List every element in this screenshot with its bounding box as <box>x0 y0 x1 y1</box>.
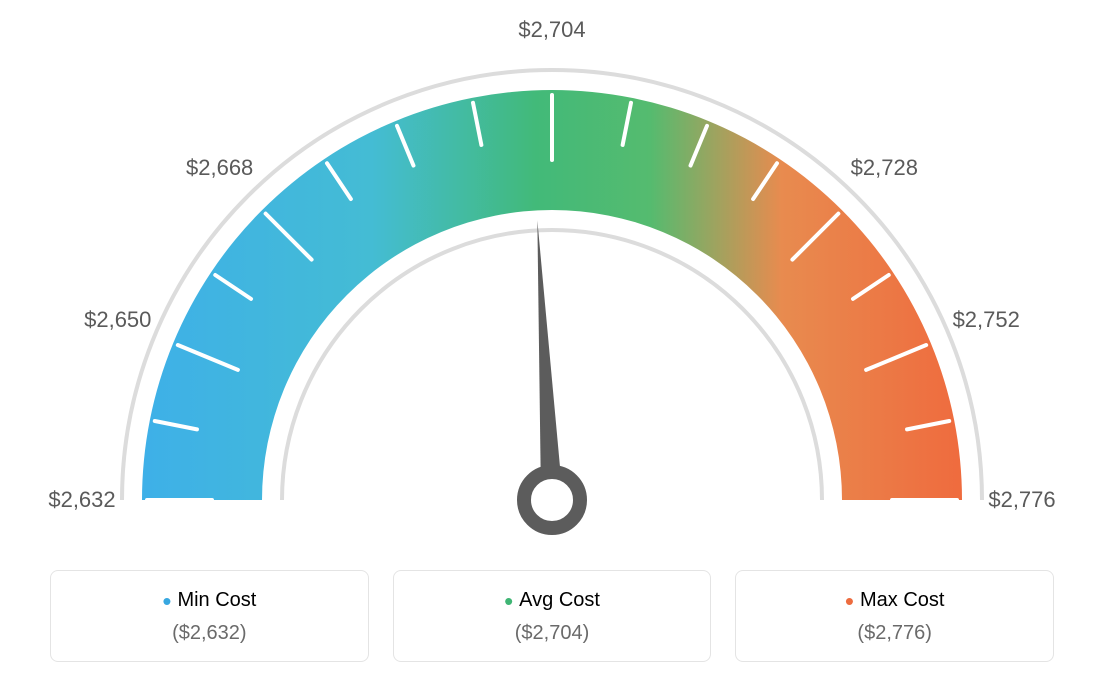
gauge-hub <box>524 472 580 528</box>
gauge-tick-label: $2,704 <box>518 17 585 43</box>
avg-cost-label: Avg Cost <box>519 589 600 611</box>
min-cost-label: Min Cost <box>177 589 256 611</box>
gauge-tick-label: $2,632 <box>48 487 115 513</box>
avg-cost-card: •Avg Cost ($2,704) <box>393 570 712 662</box>
gauge-tick-label: $2,650 <box>84 307 151 333</box>
max-cost-card: •Max Cost ($2,776) <box>735 570 1054 662</box>
avg-cost-value: ($2,704) <box>404 622 701 645</box>
min-cost-card: •Min Cost ($2,632) <box>50 570 369 662</box>
gauge-tick-label: $2,776 <box>988 487 1055 513</box>
min-cost-title: •Min Cost <box>61 589 358 612</box>
gauge-svg <box>22 20 1082 560</box>
min-cost-value: ($2,632) <box>61 622 358 645</box>
cost-gauge-chart: $2,632 $2,650 $2,668 $2,704 $2,728 $2,752 $2,7… <box>22 20 1082 560</box>
bullet-icon: • <box>845 586 854 616</box>
max-cost-label: Max Cost <box>860 589 944 611</box>
bullet-icon: • <box>162 586 171 616</box>
avg-cost-title: •Avg Cost <box>404 589 701 612</box>
gauge-needle <box>537 220 563 500</box>
max-cost-title: •Max Cost <box>746 589 1043 612</box>
bullet-icon: • <box>504 586 513 616</box>
gauge-tick-label: $2,728 <box>851 155 918 181</box>
gauge-tick-label: $2,752 <box>953 307 1020 333</box>
gauge-tick-label: $2,668 <box>186 155 253 181</box>
cost-summary-cards: •Min Cost ($2,632) •Avg Cost ($2,704) •M… <box>20 570 1084 662</box>
max-cost-value: ($2,776) <box>746 622 1043 645</box>
